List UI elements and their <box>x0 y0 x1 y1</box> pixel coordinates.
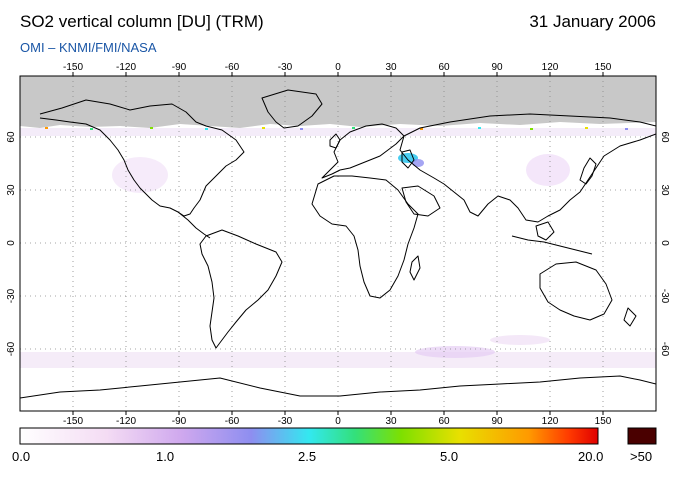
lat-label-left: -30 <box>6 288 17 303</box>
so2-noise-band <box>20 352 656 368</box>
so2-patch <box>415 346 495 358</box>
coast-british-isles <box>329 133 341 149</box>
tick-marks <box>72 72 604 415</box>
coast-caspian <box>401 149 415 169</box>
lon-label-top: -30 <box>278 62 293 73</box>
lat-label-left: 30 <box>6 184 17 196</box>
coast-japan <box>579 157 597 185</box>
lon-label-top: 30 <box>385 62 397 73</box>
coast-asia <box>399 113 656 223</box>
colorbar-label: 5.0 <box>440 449 459 464</box>
colorbar-label: 1.0 <box>156 449 175 464</box>
coast-south-america <box>199 229 283 349</box>
map-title: SO2 vertical column [DU] (TRM) <box>20 12 264 31</box>
colorbar-label: >50 <box>630 449 653 464</box>
lat-label-right: 60 <box>659 131 670 143</box>
lon-label-bottom: 30 <box>385 416 397 427</box>
so2-patch <box>526 154 570 186</box>
colorbar-over-swatch <box>627 427 657 445</box>
colorbar-label: 2.5 <box>298 449 317 464</box>
lon-label-bottom: -30 <box>278 416 293 427</box>
lon-label-top: -90 <box>172 62 187 73</box>
colorbar-label: 0.0 <box>12 449 31 464</box>
so2-hotspot <box>412 159 424 167</box>
lon-label-top: 120 <box>542 62 559 73</box>
lon-label-top: 90 <box>491 62 503 73</box>
coast-borneo <box>535 221 555 241</box>
lon-label-top: -60 <box>225 62 240 73</box>
data-credit: OMI – KNMI/FMI/NASA <box>20 40 157 55</box>
coast-arabia <box>401 185 441 217</box>
coast-madagascar <box>409 255 421 281</box>
coast-north-america <box>39 99 245 217</box>
colorbar-label: 20.0 <box>578 449 604 464</box>
lat-label-right: 0 <box>659 240 670 246</box>
lon-label-bottom: 120 <box>542 416 559 427</box>
lon-label-bottom: 90 <box>491 416 503 427</box>
so2-patch <box>490 335 550 345</box>
coast-africa <box>311 175 419 299</box>
lon-label-top: -150 <box>63 62 83 73</box>
lat-label-right: 30 <box>659 184 670 196</box>
coast-indonesia <box>511 235 593 255</box>
edge-speckles <box>45 127 628 130</box>
map-date: 31 January 2006 <box>529 12 656 31</box>
lon-label-bottom: -120 <box>116 416 136 427</box>
lon-label-top: 0 <box>335 62 341 73</box>
coast-australia <box>539 261 613 321</box>
colorbar <box>19 427 599 445</box>
lat-label-left: 0 <box>6 240 17 246</box>
so2-hotspot <box>398 153 418 163</box>
lon-label-top: 150 <box>595 62 612 73</box>
coastlines <box>20 89 656 399</box>
coast-central-america <box>177 211 211 239</box>
lat-label-left: -60 <box>6 341 17 356</box>
lon-label-bottom: 150 <box>595 416 612 427</box>
coast-greenland <box>261 89 323 129</box>
coast-new-zealand <box>623 307 637 327</box>
lon-label-bottom: 60 <box>438 416 450 427</box>
lon-label-top: 60 <box>438 62 450 73</box>
lon-label-bottom: -60 <box>225 416 240 427</box>
lat-label-right: -30 <box>659 289 670 304</box>
lon-label-bottom: -150 <box>63 416 83 427</box>
lon-label-bottom: -90 <box>172 416 187 427</box>
coast-antarctica <box>20 375 656 399</box>
lon-label-top: -120 <box>116 62 136 73</box>
lat-label-right: -60 <box>659 342 670 357</box>
lat-label-left: 60 <box>6 131 17 143</box>
lon-label-bottom: 0 <box>335 416 341 427</box>
